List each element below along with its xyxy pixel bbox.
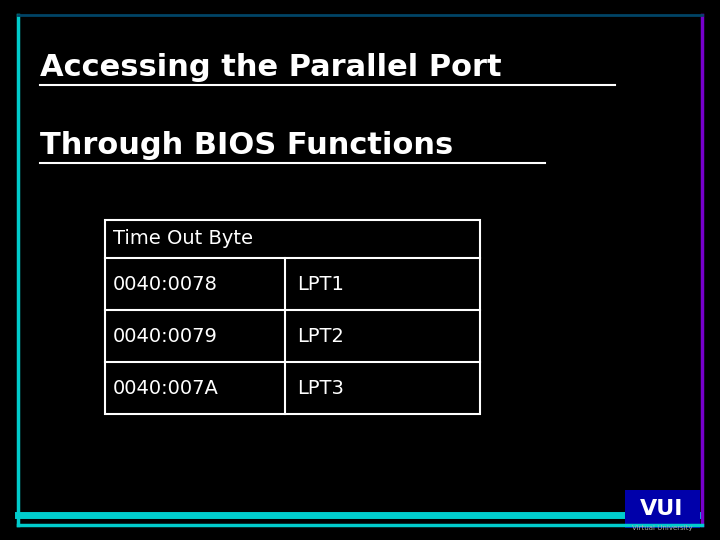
Bar <box>625 490 700 528</box>
Text: 0040:0078: 0040:0078 <box>113 274 218 294</box>
Text: Virtual University: Virtual University <box>631 525 693 531</box>
Text: Time Out Byte: Time Out Byte <box>113 230 253 248</box>
Text: Accessing the Parallel Port: Accessing the Parallel Port <box>40 53 502 83</box>
Text: Through BIOS Functions: Through BIOS Functions <box>40 131 454 159</box>
Text: 0040:007A: 0040:007A <box>113 379 219 397</box>
Text: VUI: VUI <box>640 499 684 519</box>
Text: LPT1: LPT1 <box>297 274 344 294</box>
Bar <box>105 220 480 414</box>
Text: LPT3: LPT3 <box>297 379 344 397</box>
Text: 0040:0079: 0040:0079 <box>113 327 218 346</box>
Text: LPT2: LPT2 <box>297 327 344 346</box>
